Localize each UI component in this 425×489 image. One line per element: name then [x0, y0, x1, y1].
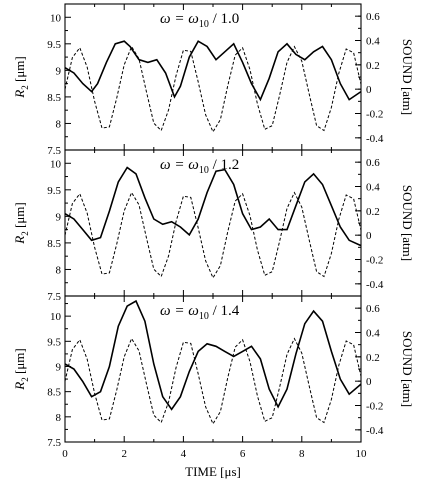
y-axis-title-unit: [μm]: [12, 202, 27, 231]
sound-series-line: [64, 337, 362, 425]
sound-series-line: [64, 191, 362, 279]
y-axis-title: R2 [μm]: [12, 348, 30, 390]
panel-title-tail: / 1.0: [209, 11, 239, 27]
y-tick-label: 9.5: [47, 336, 61, 348]
y-tick-label: 10: [50, 12, 62, 24]
x-tick-label: 6: [240, 448, 246, 460]
y2-tick-label: -0.2: [366, 401, 383, 413]
y-tick-label: 10: [50, 311, 62, 323]
y2-tick-label: 0.6: [366, 11, 380, 23]
y-axis-title-unit: [μm]: [12, 348, 27, 377]
y2-axis-title: SOUND [atm]: [400, 331, 415, 407]
y2-tick-label: 0: [366, 230, 372, 242]
y-tick-label: 8: [56, 118, 62, 130]
y-tick-label: 8: [56, 264, 62, 276]
y2-tick-label: -0.4: [366, 133, 384, 145]
panel-title-main: ω = ω: [160, 157, 199, 173]
y-tick-label: 9.5: [47, 185, 61, 197]
x-tick-label: 0: [62, 448, 68, 460]
y-tick-label: 8: [56, 412, 62, 424]
radius-series-line: [64, 299, 362, 411]
y-axis-title-main: R: [12, 90, 27, 99]
panel-title: ω = ω10 / 1.0: [160, 11, 239, 30]
panel-1: 7.588.599.510-0.4-0.200.20.40.6ω = ω10 /…: [12, 3, 415, 157]
panel-2: 7.588.599.510-0.4-0.200.20.40.6ω = ω10 /…: [12, 149, 415, 303]
y2-tick-label: 0.6: [366, 303, 380, 315]
y2-tick-label: 0.4: [366, 182, 380, 194]
y2-tick-label: 0.4: [366, 36, 380, 48]
x-tick-label: 4: [181, 448, 187, 460]
panel-title: ω = ω10 / 1.4: [160, 303, 240, 322]
y-tick-label: 10: [50, 158, 62, 170]
y2-tick-label: -0.4: [366, 279, 384, 291]
y2-tick-label: -0.2: [366, 255, 383, 267]
y-tick-label: 8.5: [47, 92, 61, 104]
panel-title-main: ω = ω: [160, 11, 199, 27]
x-axis-title: TIME [μs]: [185, 464, 241, 479]
x-tick-label: 8: [299, 448, 305, 460]
y2-tick-label: 0.4: [366, 328, 380, 340]
x-tick-label: 2: [121, 448, 127, 460]
y2-tick-label: 0: [366, 376, 372, 388]
y2-tick-label: 0.6: [366, 157, 380, 169]
y-tick-label: 9: [56, 65, 62, 77]
y-tick-label: 7.5: [47, 437, 61, 449]
y-axis-title-subscript: 2: [20, 231, 30, 236]
x-tick-label: 10: [356, 448, 368, 460]
y2-tick-label: -0.4: [366, 425, 384, 437]
y2-tick-label: 0: [366, 84, 372, 96]
y-tick-label: 9.5: [47, 39, 61, 51]
panel-title: ω = ω10 / 1.2: [160, 157, 239, 176]
y2-tick-label: -0.2: [366, 109, 383, 121]
y-axis-title-main: R: [12, 236, 27, 245]
y2-axis-title: SOUND [atm]: [400, 39, 415, 115]
panel-title-subscript: 10: [199, 165, 209, 176]
y-tick-label: 7.5: [47, 145, 61, 157]
y-tick-label: 7.5: [47, 291, 61, 303]
radius-series-line: [64, 166, 362, 247]
radius-series-line: [64, 40, 362, 102]
panel-title-subscript: 10: [199, 19, 209, 30]
sound-series-line: [64, 45, 362, 133]
panel-title-tail: / 1.4: [209, 303, 240, 319]
y-axis-title: R2 [μm]: [12, 202, 30, 244]
y-axis-title-subscript: 2: [20, 377, 30, 382]
y-axis-title-unit: [μm]: [12, 56, 27, 85]
panel-title-main: ω = ω: [160, 303, 199, 319]
y2-tick-label: 0.2: [366, 60, 380, 72]
panel-3: 7.588.599.510-0.4-0.200.20.40.60 2 4 6 8 10ω …: [12, 295, 415, 479]
y2-tick-label: 0.2: [366, 206, 380, 218]
panel-title-tail: / 1.2: [209, 157, 239, 173]
y-tick-label: 9: [56, 361, 62, 373]
y2-tick-label: 0.2: [366, 352, 380, 364]
panel-title-subscript: 10: [199, 311, 209, 322]
y-tick-label: 8.5: [47, 387, 61, 399]
y-axis-title-subscript: 2: [20, 85, 30, 90]
y-tick-label: 9: [56, 211, 62, 223]
y2-axis-title: SOUND [atm]: [400, 185, 415, 261]
y-axis-title: R2 [μm]: [12, 56, 30, 98]
y-axis-title-main: R: [12, 382, 27, 391]
y-tick-label: 8.5: [47, 238, 61, 250]
